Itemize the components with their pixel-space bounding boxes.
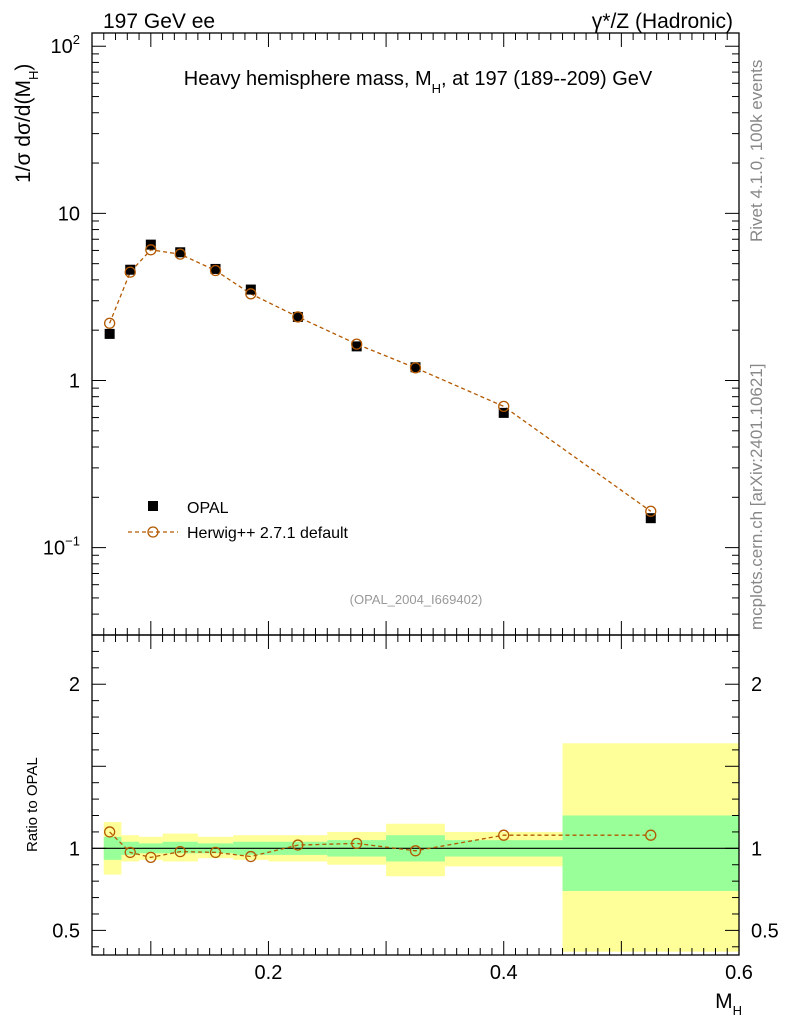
x-tick-label: 0.2 [255, 962, 283, 984]
ratio-y-tick-label-left: 0.5 [52, 920, 80, 942]
ratio-y-tick-label-right: 1 [751, 838, 762, 860]
opal-data-point [175, 247, 186, 258]
opal-data-point [498, 407, 509, 418]
header-right: γ*/Z (Hadronic) [592, 10, 733, 33]
main-plot-title: Heavy hemisphere mass, MH, at 197 (189--… [184, 68, 653, 96]
ratio-plot-panel: 0.5 0.5 1 1 2 2 0.2 0.4 0.6 Ratio to OPAL MH [24, 634, 779, 1018]
main-y-axis-label: 1/σ dσ/d(MH) [12, 64, 41, 183]
herwig-data-point [174, 248, 186, 260]
herwig-data-point [498, 400, 510, 413]
herwig-line [108, 249, 652, 512]
side-source-text: mcplots.cern.ch [arXiv:2401.10621] [747, 364, 766, 630]
x-tick-label: 0.4 [490, 962, 518, 984]
side-version-text: Rivet 4.1.0, 100k events [747, 60, 766, 242]
herwig-data-point [351, 338, 363, 350]
ratio-data-point [103, 826, 116, 838]
herwig-data-point [145, 244, 157, 256]
herwig-data-point [409, 362, 422, 374]
opal-data-point [245, 284, 256, 295]
ratio-data-point [245, 850, 257, 863]
analysis-id-annotation: (OPAL_2004_I669402) [350, 592, 483, 607]
uncertainty-band-inner [162, 841, 198, 854]
main-plot-panel: 10−1 1 10 102 Heavy hemisphere mass, MH, at… [12, 32, 740, 636]
legend-marker-herwig [147, 526, 159, 538]
header-left: 197 GeV ee [103, 10, 215, 33]
legend-marker-opal [148, 501, 158, 511]
ratio-data-point [645, 829, 657, 841]
ratio-data-point [498, 829, 510, 841]
opal-data-point [210, 263, 221, 274]
ratio-data-point [145, 851, 157, 864]
ratio-plot-frame [91, 634, 740, 956]
y-tick-label: 10 [58, 203, 80, 225]
uncertainty-band-inner [562, 815, 739, 891]
ratio-y-tick-label-left: 1 [69, 838, 80, 860]
ratio-y-tick-label-left: 2 [69, 674, 80, 696]
ratio-data-point [351, 837, 363, 850]
x-tick-label: 0.6 [725, 962, 753, 984]
ratio-data-point [409, 845, 422, 857]
ratio-data-point [174, 845, 186, 858]
ratio-data-point [124, 846, 136, 859]
main-plot-frame [91, 32, 740, 636]
y-tick-label: 102 [51, 32, 80, 58]
legend: OPAL Herwig++ 2.7.1 default [128, 500, 349, 542]
ratio-data-point [292, 839, 304, 851]
legend-label-herwig: Herwig++ 2.7.1 default [187, 525, 349, 542]
herwig-data-point [103, 317, 116, 329]
opal-data-point [104, 328, 115, 339]
opal-data-point [292, 311, 303, 322]
opal-data-point [125, 264, 136, 275]
opal-data-point [645, 513, 656, 524]
opal-data-point [410, 362, 421, 373]
x-axis-label: MH [715, 990, 742, 1018]
herwig-data-point [209, 264, 222, 277]
herwig-data-point [124, 266, 136, 278]
y-tick-label: 1 [69, 370, 80, 392]
ratio-y-axis-label: Ratio to OPAL [24, 757, 41, 852]
ratio-y-tick-label-right: 2 [751, 674, 762, 696]
y-tick-label: 10−1 [43, 534, 80, 560]
opal-data-point [351, 341, 362, 352]
legend-label-opal: OPAL [187, 500, 229, 517]
ratio-herwig-line [109, 831, 651, 859]
ratio-data-point [209, 846, 222, 859]
herwig-data-point [292, 311, 304, 323]
herwig-data-point [245, 288, 257, 300]
herwig-data-point [645, 505, 657, 517]
ratio-y-tick-label-right: 0.5 [751, 920, 779, 942]
